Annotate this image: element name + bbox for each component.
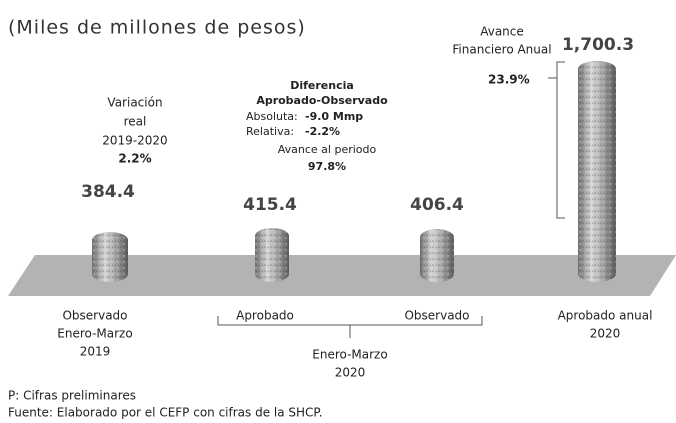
x-tick-label: 2019: [80, 345, 111, 359]
x-tick-label: Aprobado anual: [558, 309, 653, 323]
annotation: Financiero Anual: [452, 43, 551, 57]
annotation: 2.2%: [118, 152, 151, 166]
annotation: Avance: [480, 25, 524, 39]
group-label: Enero-Marzo: [312, 348, 387, 362]
annotation: -2.2%: [305, 125, 340, 138]
group-label: 2020: [335, 366, 366, 380]
chart-title: (Miles de millones de pesos): [8, 17, 306, 39]
annotation: real: [124, 115, 147, 129]
annotation: Variación: [107, 96, 162, 110]
annotation: Absoluta:: [246, 110, 298, 123]
annotation: Avance al periodo: [278, 143, 377, 156]
value-label: 384.4: [81, 182, 135, 202]
annotation: -9.0 Mmp: [305, 110, 363, 123]
x-tick-label: Aprobado: [236, 309, 294, 323]
annotation: 23.9%: [488, 73, 530, 87]
bar-texture: [578, 60, 616, 282]
bracket: [556, 61, 565, 219]
note: Fuente: Elaborado por el CEFP con cifras…: [8, 406, 323, 420]
annotation: 97.8%: [308, 160, 346, 173]
bar-texture: [92, 232, 128, 282]
note: P: Cifras preliminares: [8, 389, 136, 403]
annotation: Diferencia: [290, 79, 354, 92]
x-tick-label: Enero-Marzo: [57, 327, 132, 341]
value-label: 406.4: [410, 195, 464, 215]
x-tick-label: 2020: [590, 327, 621, 341]
bar-texture: [420, 229, 454, 282]
value-label: 415.4: [243, 195, 297, 215]
x-tick-label: Observado: [62, 309, 127, 323]
value-label: 1,700.3: [562, 35, 634, 55]
x-tick-label: Observado: [404, 309, 469, 323]
annotation: Relativa:: [246, 125, 294, 138]
bar-texture: [255, 227, 289, 282]
annotation: Aprobado-Observado: [256, 94, 388, 107]
annotation: 2019-2020: [102, 134, 167, 148]
floor: [8, 255, 676, 296]
